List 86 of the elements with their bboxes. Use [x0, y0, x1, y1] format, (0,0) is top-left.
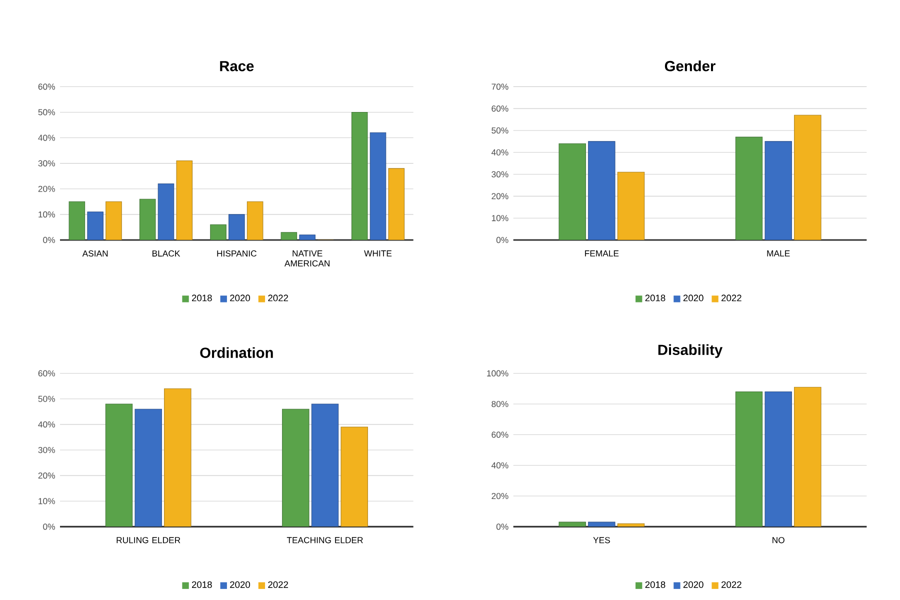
x-tick-label: NO: [772, 537, 784, 544]
y-tick-label: 30%: [38, 446, 55, 454]
chart-title: Ordination: [200, 347, 273, 358]
legend-label: 2018: [192, 294, 212, 302]
x-tick-label: RULING ELDER: [116, 537, 180, 544]
x-tick-label: BLACK: [152, 250, 180, 257]
y-tick-label: 60%: [492, 106, 508, 112]
x-tick-label: TEACHING ELDER: [286, 537, 363, 544]
bar: [164, 388, 192, 527]
bar: [176, 160, 193, 240]
legend-label: 2018: [645, 294, 666, 302]
chart-title: Gender: [664, 60, 716, 72]
bar: [735, 391, 763, 527]
legend-label: 2022: [268, 581, 288, 588]
y-tick-label: 20%: [38, 472, 55, 479]
y-tick-label: 60%: [38, 84, 55, 90]
legend-label: 2018: [645, 581, 666, 588]
y-tick-label: 30%: [492, 171, 508, 178]
bar: [351, 112, 368, 240]
bar: [794, 114, 822, 240]
bar: [735, 136, 763, 240]
bar: [370, 132, 386, 240]
chart-title: Disability: [658, 344, 723, 358]
bar: [764, 141, 792, 240]
bar: [106, 201, 122, 240]
bar: [340, 426, 368, 527]
y-tick-label: 20%: [492, 492, 508, 500]
y-tick-label: 60%: [38, 370, 55, 376]
bar: [588, 141, 616, 240]
y-tick-label: 40%: [38, 134, 55, 141]
bar: [87, 212, 104, 240]
bar: [617, 172, 645, 240]
y-tick-label: 20%: [38, 186, 55, 192]
bar: [280, 232, 298, 240]
x-tick-label: NATIVE AMERICAN: [284, 250, 330, 266]
y-tick-label: 0%: [496, 524, 508, 530]
y-tick-label: 0%: [43, 236, 55, 244]
legend-label: 2020: [683, 581, 704, 588]
bar: [246, 201, 264, 240]
legend-label: 2020: [683, 294, 704, 302]
y-tick-label: 70%: [492, 84, 508, 90]
bar: [68, 201, 86, 240]
legend-label: 2020: [230, 294, 250, 302]
y-tick-label: 20%: [492, 193, 508, 200]
y-tick-label: 80%: [492, 400, 508, 408]
x-tick-label: MALE: [767, 250, 790, 256]
bar: [588, 522, 616, 527]
bar: [134, 408, 162, 527]
y-tick-label: 0%: [43, 524, 55, 530]
legend-label: 2018: [192, 581, 212, 588]
y-tick-label: 10%: [38, 498, 55, 504]
bar: [158, 184, 174, 240]
bar: [558, 522, 586, 527]
x-tick-label: YES: [593, 537, 610, 544]
bar: [228, 214, 245, 240]
y-tick-label: 50%: [38, 109, 55, 116]
y-tick-label: 40%: [491, 462, 508, 468]
bar: [764, 391, 792, 527]
y-tick-label: 0%: [496, 236, 508, 244]
legend-label: 2022: [722, 294, 742, 302]
legend-label: 2020: [230, 581, 250, 588]
y-tick-label: 10%: [38, 211, 55, 218]
y-tick-label: 100%: [487, 370, 508, 376]
y-tick-label: 60%: [492, 432, 508, 438]
bar: [388, 168, 405, 240]
legend-label: 2022: [268, 294, 288, 302]
bar: [105, 404, 133, 527]
y-tick-label: 50%: [492, 127, 508, 134]
bar: [558, 143, 586, 240]
bar: [617, 523, 645, 527]
y-tick-label: 40%: [491, 149, 508, 156]
bar: [794, 386, 822, 527]
bar: [311, 404, 339, 527]
x-tick-label: WHITE: [364, 250, 392, 256]
x-tick-label: FEMALE: [585, 250, 619, 256]
y-tick-label: 50%: [38, 396, 55, 402]
legend-label: 2022: [722, 581, 742, 588]
bar: [210, 224, 226, 240]
chart-title: Race: [220, 61, 254, 72]
x-tick-label: ASIAN: [82, 250, 108, 257]
x-tick-label: HISPANIC: [217, 250, 256, 257]
bar: [282, 408, 310, 527]
y-tick-label: 40%: [38, 421, 55, 428]
y-tick-label: 30%: [38, 160, 55, 166]
bar: [139, 198, 156, 240]
y-tick-label: 10%: [492, 215, 508, 222]
